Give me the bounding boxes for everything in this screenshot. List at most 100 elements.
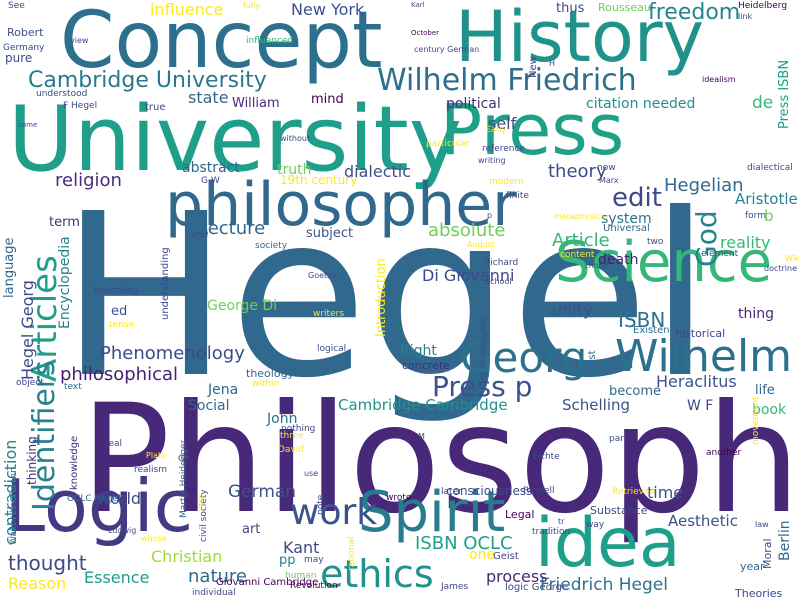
word-cloud-word: Aesthetic: [668, 512, 738, 530]
word-cloud-word: der Philosophie: [479, 316, 489, 386]
word-cloud-word: influenced: [246, 36, 294, 46]
word-cloud-word: Berlin: [777, 520, 793, 561]
word-cloud-word: consciousness: [446, 484, 533, 498]
word-cloud-word: concrete: [402, 359, 450, 372]
word-cloud-word: August: [467, 240, 495, 249]
word-cloud-word: without: [280, 134, 311, 143]
word-cloud-word: pp: [279, 553, 296, 568]
word-cloud-word: Karl: [411, 1, 425, 9]
word-cloud-word: Spirit: [358, 480, 506, 545]
word-cloud-word: understood: [36, 89, 88, 99]
word-cloud-word: Wilhelm Friedrich: [377, 63, 637, 98]
word-cloud-word: Russell: [523, 486, 555, 496]
word-cloud-word: Plato: [146, 451, 166, 460]
word-cloud-word: b: [764, 207, 774, 225]
word-cloud-word: freedom: [648, 0, 741, 25]
word-cloud-word: History: [455, 0, 705, 78]
word-cloud-word: unity: [552, 300, 593, 319]
word-cloud-word: Science: [555, 230, 773, 295]
word-cloud-word: Concept: [60, 0, 383, 86]
word-cloud-word: one: [469, 547, 496, 563]
word-cloud-word: ISBN OCLC: [415, 533, 513, 554]
word-cloud-word: William: [232, 96, 280, 111]
word-cloud-word: Martin Heidegger: [179, 439, 189, 518]
word-cloud-word: use: [304, 469, 319, 478]
word-cloud-word: form: [745, 211, 766, 221]
word-cloud-word: particular: [426, 139, 470, 149]
word-cloud-word: writing: [478, 156, 506, 165]
word-cloud-word: mind: [311, 92, 344, 107]
word-cloud-word: Philosophy: [80, 373, 800, 547]
word-cloud-word: p: [487, 211, 493, 220]
word-cloud-word: modern: [489, 177, 524, 187]
word-cloud-word: content: [560, 250, 595, 260]
word-cloud-word: Legal: [505, 508, 535, 521]
word-cloud-word: individual: [192, 588, 236, 598]
word-cloud-word: philosophical: [60, 364, 179, 385]
word-cloud-word: tradition: [532, 527, 571, 537]
word-cloud-word: historical: [675, 327, 726, 340]
word-cloud-word: idealism: [702, 75, 736, 84]
word-cloud-word: Hegel Georg: [18, 280, 37, 380]
word-cloud-word: theory: [548, 161, 607, 182]
word-cloud-word: Marx: [599, 176, 619, 185]
word-cloud-word: human: [285, 571, 317, 581]
word-cloud-word: Essence: [84, 568, 150, 587]
word-cloud-word: true: [145, 102, 166, 113]
word-cloud-word: Kant: [283, 538, 320, 557]
word-cloud-word: Wikipedia: [785, 254, 800, 263]
word-cloud-word: part: [609, 434, 628, 444]
word-cloud-word: Press ISBN: [777, 59, 792, 129]
word-cloud-word: now: [597, 163, 616, 173]
word-cloud-word: logical: [317, 344, 347, 354]
word-cloud-word: two: [647, 237, 664, 247]
word-cloud-word: Heraclitus: [656, 372, 737, 391]
word-cloud-word: James: [441, 582, 469, 592]
word-cloud-word: realism: [134, 465, 168, 475]
word-cloud-word: Introduction: [374, 258, 389, 337]
word-cloud-word: religion: [55, 170, 122, 191]
word-cloud-word: element: [701, 249, 739, 259]
word-cloud-word: state: [188, 88, 229, 107]
word-cloud-word: H: [549, 59, 556, 68]
word-cloud-word: Richard: [484, 258, 519, 268]
word-cloud-word: abstract: [182, 160, 240, 176]
word-cloud-word: Retrieved: [612, 487, 656, 497]
word-cloud-word: critical: [585, 262, 609, 270]
word-cloud-word: tr: [558, 517, 565, 526]
word-cloud-word: Germany: [3, 43, 45, 53]
word-cloud-word: finite: [506, 191, 529, 201]
word-cloud-word: metaphysics: [554, 212, 605, 221]
word-cloud-word: truth: [277, 162, 312, 178]
word-cloud-word: Universal: [603, 223, 650, 234]
word-cloud-word: term: [49, 215, 80, 230]
word-cloud-word: Friedrich Hegel: [540, 575, 668, 595]
word-cloud-word: Rousseau: [598, 1, 651, 14]
word-cloud-word: Fichte: [533, 452, 560, 462]
word-cloud-word: logic George: [505, 582, 569, 593]
word-cloud-word: Press p: [432, 370, 533, 403]
word-cloud-word: thing: [738, 306, 775, 322]
word-cloud-word: Aristotle: [735, 190, 798, 208]
word-cloud-word: Social: [188, 398, 230, 414]
word-cloud-word: knowledge: [69, 435, 80, 490]
word-cloud-word: citation needed: [586, 96, 696, 112]
word-cloud-word: year: [740, 560, 765, 573]
word-cloud-word: Early: [486, 125, 507, 134]
word-cloud-word: W F: [687, 398, 714, 414]
word-cloud-word: Existence: [633, 325, 682, 336]
word-cloud-word: Encyclopedia: [57, 236, 73, 329]
word-cloud-word: ISBN: [618, 308, 666, 332]
word-cloud-word: society: [255, 241, 288, 251]
word-cloud-word: thinking: [25, 436, 39, 485]
word-cloud-word: life: [755, 383, 775, 398]
word-cloud-word: becoming: [94, 286, 139, 296]
word-cloud-word: Lecture: [198, 218, 266, 239]
word-cloud-word: University: [8, 87, 462, 192]
word-cloud-word: Jena: [208, 382, 239, 398]
word-cloud-word: Walter Kaufmann: [9, 467, 19, 545]
word-cloud-word: edit: [612, 183, 662, 213]
word-cloud-word: later: [441, 487, 462, 497]
word-cloud-word: Geist: [493, 551, 519, 562]
